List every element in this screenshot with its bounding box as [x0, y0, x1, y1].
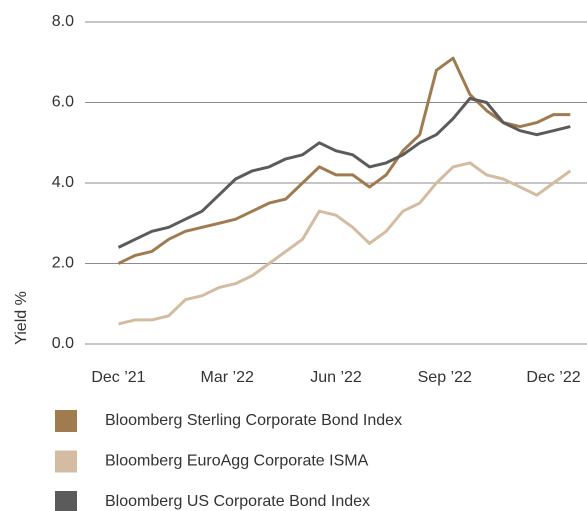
- x-tick-label: Jun ’22: [310, 369, 362, 386]
- series-line: [117, 56, 571, 265]
- y-tick-label: 2.0: [52, 255, 74, 272]
- x-tick-label: Dec ’21: [91, 369, 145, 386]
- legend-swatch: [55, 450, 77, 473]
- y-axis-label: Yield %: [13, 291, 30, 345]
- x-tick-label: Mar ’22: [201, 369, 254, 386]
- legend-label: Bloomberg Sterling Corporate Bond Index: [105, 412, 402, 429]
- legend-label: Bloomberg US Corporate Bond Index: [105, 493, 370, 510]
- legend-swatch: [55, 491, 77, 511]
- x-tick-label: Sep ’22: [418, 369, 472, 386]
- legend-swatch: [55, 410, 77, 432]
- legend-label: Bloomberg EuroAgg Corporate ISMA: [105, 453, 369, 470]
- y-tick-label: 8.0: [52, 13, 74, 30]
- y-tick-label: 0.0: [52, 335, 74, 352]
- y-tick-label: 4.0: [52, 174, 74, 191]
- series-line: [117, 97, 571, 249]
- series-line: [118, 161, 572, 326]
- x-tick-label: Dec ’22: [526, 369, 580, 386]
- y-tick-label: 6.0: [52, 94, 74, 111]
